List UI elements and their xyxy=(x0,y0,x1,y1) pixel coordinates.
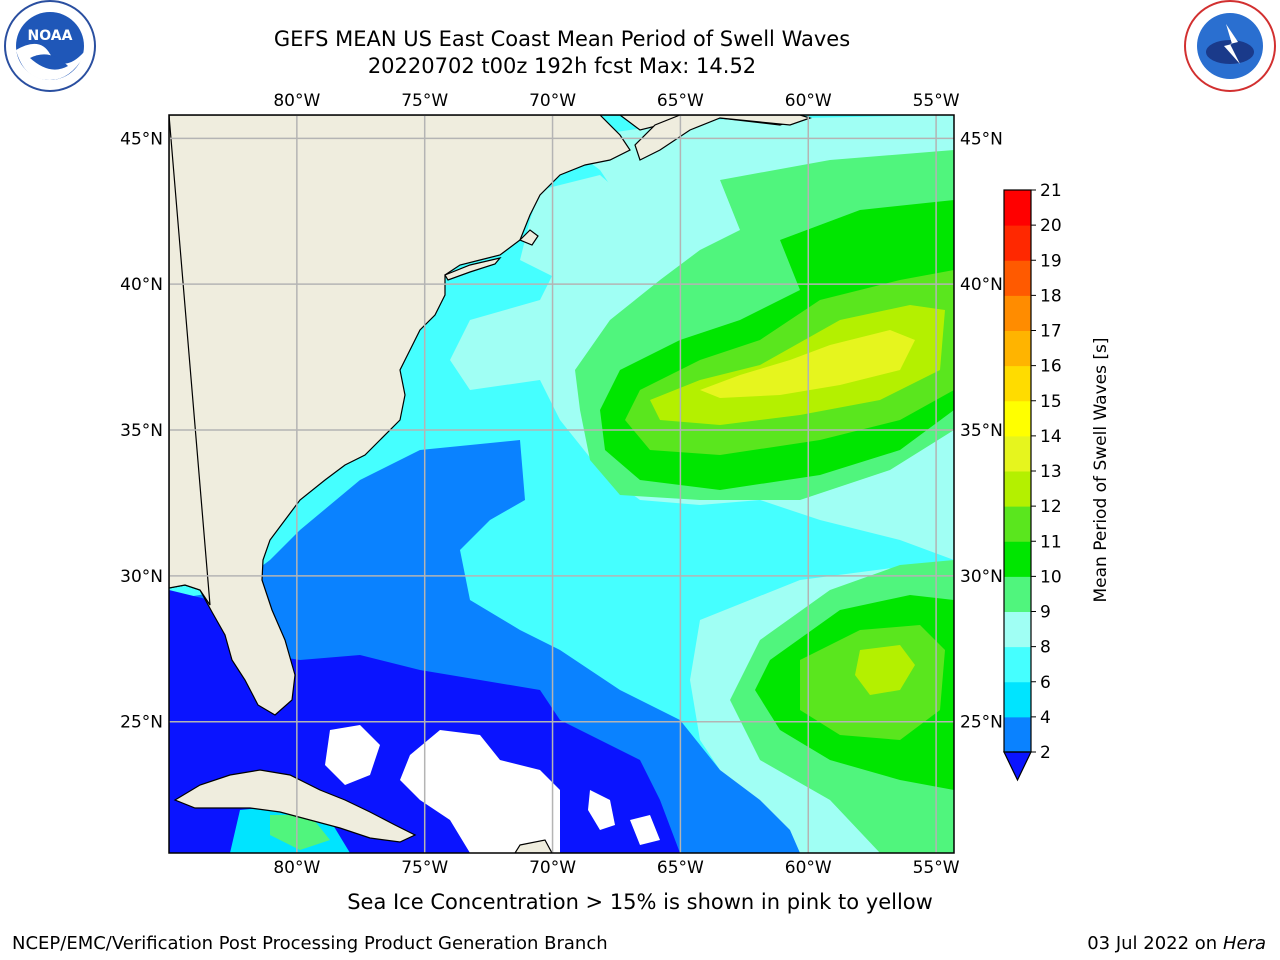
colorbar-tick-label: 2 xyxy=(1040,743,1051,763)
colorbar-swatch xyxy=(1004,716,1031,753)
nws-logo xyxy=(1184,0,1276,92)
map-tick-labels: 80°W 80°W 75°W 75°W 70°W 70°W 65°W 65°W 60°W 60°W… xyxy=(120,91,1003,878)
colorbar-swatch xyxy=(1004,681,1031,718)
colorbar: 2 4 6 8 9 10 11 12 13 14 15 16 17 18 19 20 21 xyxy=(1003,181,1062,782)
field-12-13-south xyxy=(855,645,915,695)
lon-tick-label-bottom: 70°W xyxy=(529,858,576,878)
figure-title: GEFS MEAN US East Coast Mean Period of S… xyxy=(273,27,851,51)
sea-ice-note: Sea Ice Concentration > 15% is shown in … xyxy=(0,890,1280,914)
lat-tick-label-right: 35°N xyxy=(960,421,1003,441)
field-13-14-core xyxy=(700,330,915,398)
map-area xyxy=(169,115,954,853)
lon-tick-label-top: 60°W xyxy=(785,91,832,111)
colorbar-tick-label: 19 xyxy=(1040,251,1062,271)
colorbar-tick-label: 8 xyxy=(1040,638,1051,658)
lon-tick-label-top: 55°W xyxy=(913,91,960,111)
colorbar-label: Mean Period of Swell Waves [s] xyxy=(1091,338,1111,603)
lon-tick-label-top: 80°W xyxy=(273,91,320,111)
lon-tick-label-bottom: 65°W xyxy=(657,858,704,878)
noaa-logo-text: NOAA xyxy=(28,28,73,44)
colorbar-tick-label: 20 xyxy=(1040,216,1062,236)
lon-tick-label-bottom: 80°W xyxy=(273,858,320,878)
colorbar-tick-label: 10 xyxy=(1040,567,1062,587)
lat-tick-label-left: 30°N xyxy=(120,567,163,587)
lon-tick-label-top: 65°W xyxy=(657,91,704,111)
colorbar-swatch xyxy=(1004,541,1031,577)
lon-tick-label-bottom: 75°W xyxy=(401,858,448,878)
lat-tick-label-right: 40°N xyxy=(960,275,1003,295)
land-gulf-coast xyxy=(169,115,211,606)
colorbar-tick-label: 17 xyxy=(1040,322,1062,342)
map-gridlines xyxy=(169,115,954,853)
lat-tick-label-right: 45°N xyxy=(960,129,1003,149)
land-long-island xyxy=(444,257,502,281)
field-8-9-gom xyxy=(520,175,640,280)
lat-tick-label-right: 30°N xyxy=(960,567,1003,587)
colorbar-tick-label: 14 xyxy=(1040,427,1062,447)
colorbar-tick-label: 15 xyxy=(1040,392,1062,412)
colorbar-tick-label: 9 xyxy=(1040,603,1051,623)
lat-tick-label-left: 35°N xyxy=(120,421,163,441)
field-9-10-near-cuba xyxy=(270,815,330,850)
lon-tick-label-top: 70°W xyxy=(529,91,576,111)
colorbar-tick-label: 11 xyxy=(1040,532,1062,552)
lon-tick-label-bottom: 55°W xyxy=(913,858,960,878)
colorbar-swatch xyxy=(1004,190,1031,226)
footer-credit: NCEP/EMC/Verification Post Processing Pr… xyxy=(12,933,608,954)
colorbar-swatch xyxy=(1004,400,1031,437)
colorbar-swatch xyxy=(1004,611,1031,648)
colorbar-swatch xyxy=(1004,260,1031,296)
colorbar-swatch xyxy=(1004,365,1031,402)
figure-subtitle: 20220702 t00z 192h fcst Max: 14.52 xyxy=(367,54,757,78)
colorbar-swatch xyxy=(1004,330,1031,367)
lon-tick-label-bottom: 60°W xyxy=(785,858,832,878)
colorbar-swatch xyxy=(1004,295,1031,331)
colorbar-swatch xyxy=(1004,471,1031,507)
colorbar-tick-label: 18 xyxy=(1040,286,1062,306)
land-cuba xyxy=(173,769,417,843)
lat-tick-label-left: 45°N xyxy=(120,129,163,149)
colorbar-tick-label: 13 xyxy=(1040,462,1062,482)
colorbar-tick-label: 21 xyxy=(1040,181,1062,201)
colorbar-swatch xyxy=(1004,646,1031,683)
colorbar-extend-arrow xyxy=(1003,751,1032,782)
lat-tick-label-left: 40°N xyxy=(120,275,163,295)
lon-tick-label-top: 75°W xyxy=(401,91,448,111)
colorbar-swatch xyxy=(1004,576,1031,612)
lat-tick-label-right: 25°N xyxy=(960,713,1003,733)
colorbar-tick-label: 4 xyxy=(1040,708,1051,728)
land-nova-scotia xyxy=(634,115,812,161)
map-frame xyxy=(168,114,955,854)
missing-data-patches xyxy=(325,725,660,853)
colorbar-swatch xyxy=(1004,435,1031,472)
colorbar-tick-label: 12 xyxy=(1040,497,1062,517)
colorbar-tick-label: 6 xyxy=(1040,673,1051,693)
lat-tick-label-left: 25°N xyxy=(120,713,163,733)
colorbar-swatch xyxy=(1004,506,1031,542)
footer-machine: Hera xyxy=(1222,933,1266,954)
noaa-logo: NOAA xyxy=(4,0,96,92)
colorbar-swatch xyxy=(1004,225,1031,261)
sea-ice-note-text: Sea Ice Concentration > 15% is shown in … xyxy=(347,890,933,914)
land-hispaniola xyxy=(514,839,553,853)
land-cape-cod xyxy=(518,229,539,246)
footer-date-text: 03 Jul 2022 on xyxy=(1087,933,1223,954)
footer-date: 03 Jul 2022 on Hera xyxy=(1087,933,1266,954)
colorbar-tick-label: 16 xyxy=(1040,357,1062,377)
